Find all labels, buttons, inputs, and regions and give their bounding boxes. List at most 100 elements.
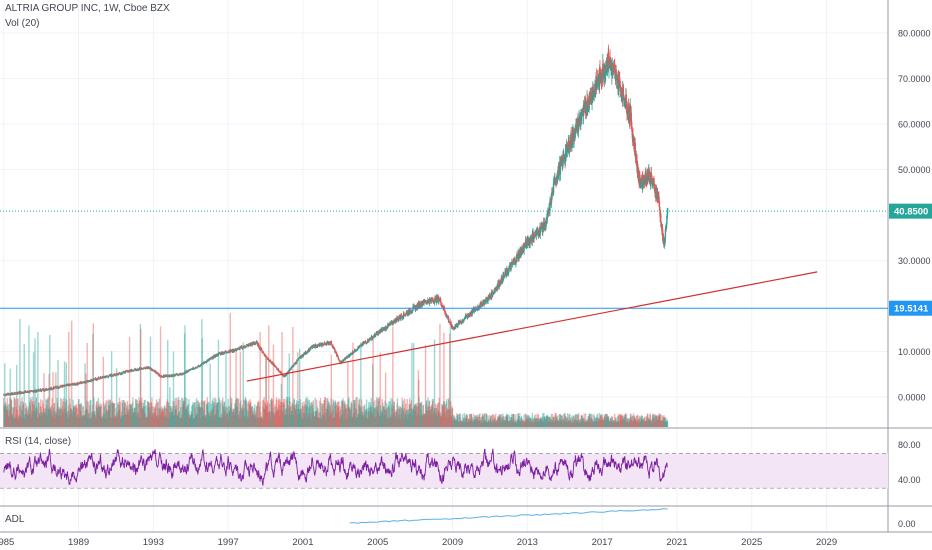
volume-bar xyxy=(14,399,16,427)
candle-body xyxy=(344,357,347,360)
volume-bar xyxy=(238,410,241,427)
volume-bar xyxy=(86,343,88,427)
volume-bar xyxy=(113,404,115,427)
volume-bar xyxy=(574,414,577,427)
volume-bar xyxy=(605,414,607,427)
volume-bar xyxy=(220,418,222,427)
volume-bar xyxy=(400,407,403,427)
volume-bar xyxy=(588,416,590,427)
volume-bar xyxy=(527,415,530,427)
volume-bar xyxy=(110,351,113,427)
volume-bar xyxy=(376,406,378,427)
volume-bar xyxy=(225,406,228,427)
volume-bar xyxy=(119,418,122,427)
volume-bar xyxy=(359,406,362,427)
volume-bar xyxy=(285,408,287,427)
volume-bar xyxy=(349,410,352,427)
volume-bar xyxy=(610,421,613,427)
volume-bar xyxy=(640,416,643,427)
volume-bar xyxy=(101,418,103,427)
volume-bar xyxy=(325,398,328,427)
volume-bar xyxy=(548,417,550,427)
volume-bar xyxy=(104,418,106,427)
volume-bar xyxy=(561,415,563,427)
volume-bar xyxy=(134,412,137,427)
volume-bar xyxy=(375,406,377,427)
volume-bar xyxy=(89,400,91,427)
candle-body xyxy=(150,367,152,369)
volume-bar xyxy=(152,406,155,427)
volume-bar xyxy=(76,404,78,427)
volume-bar xyxy=(483,413,485,427)
volume-bar xyxy=(282,411,284,427)
volume-bar xyxy=(246,409,248,427)
volume-bar xyxy=(447,417,449,427)
volume-bar xyxy=(42,414,44,427)
volume-bar xyxy=(524,413,527,427)
candle-body xyxy=(500,284,502,286)
volume-bar xyxy=(427,397,429,427)
volume-bar xyxy=(510,419,512,427)
volume-bar xyxy=(481,422,483,427)
volume-bar xyxy=(429,406,431,427)
volume-bar xyxy=(69,403,71,427)
volume-bar xyxy=(377,410,379,427)
volume-bar xyxy=(249,404,251,427)
volume-bar xyxy=(474,416,477,427)
candle-body xyxy=(517,253,520,259)
volume-bar xyxy=(664,419,666,427)
volume-bar xyxy=(103,402,105,427)
volume-bar xyxy=(493,416,496,427)
volume-bar xyxy=(74,406,77,427)
volume-bar xyxy=(185,406,188,427)
volume-bar xyxy=(167,418,170,427)
volume-bar xyxy=(490,415,492,427)
volume-bar xyxy=(149,336,152,427)
volume-bar xyxy=(234,404,237,427)
volume-bar xyxy=(208,415,211,427)
candle-body xyxy=(222,352,224,355)
volume-bar xyxy=(349,415,351,427)
volume-bar xyxy=(550,421,552,427)
volume-bar xyxy=(477,420,480,427)
candle-body xyxy=(471,311,474,315)
volume-bar xyxy=(44,412,46,427)
volume-bar xyxy=(272,407,274,427)
volume-bar xyxy=(55,414,57,427)
volume-bar xyxy=(109,399,111,427)
candle-body xyxy=(264,355,267,357)
volume-bar xyxy=(311,413,313,427)
volume-bar xyxy=(603,414,606,427)
volume-bar xyxy=(164,414,167,427)
volume-bar xyxy=(364,404,366,427)
volume-bar xyxy=(387,405,390,427)
volume-bar xyxy=(200,400,203,427)
volume-bar xyxy=(329,413,332,427)
volume-bar xyxy=(459,417,462,427)
volume-bar xyxy=(258,417,260,427)
volume-bar xyxy=(126,400,129,427)
volume-bar xyxy=(390,398,392,427)
volume-bar xyxy=(51,398,53,427)
volume-bar xyxy=(238,413,240,427)
volume-bar xyxy=(369,407,371,427)
volume-bar xyxy=(383,416,385,427)
volume-bar xyxy=(660,420,662,427)
volume-bar xyxy=(422,404,425,427)
candle-body xyxy=(433,300,435,303)
volume-bar xyxy=(369,402,371,427)
volume-bar xyxy=(219,403,222,427)
volume-bar xyxy=(274,412,277,427)
volume-bar xyxy=(605,413,607,427)
volume-bar xyxy=(193,402,196,427)
volume-bar xyxy=(223,402,225,427)
volume-bar xyxy=(377,401,380,427)
volume-bar xyxy=(321,406,324,427)
volume-bar xyxy=(123,399,125,427)
volume-bar xyxy=(26,409,29,427)
volume-bar xyxy=(147,402,150,427)
volume-bar xyxy=(142,410,144,427)
volume-bar xyxy=(102,356,105,427)
volume-bar xyxy=(226,407,229,427)
